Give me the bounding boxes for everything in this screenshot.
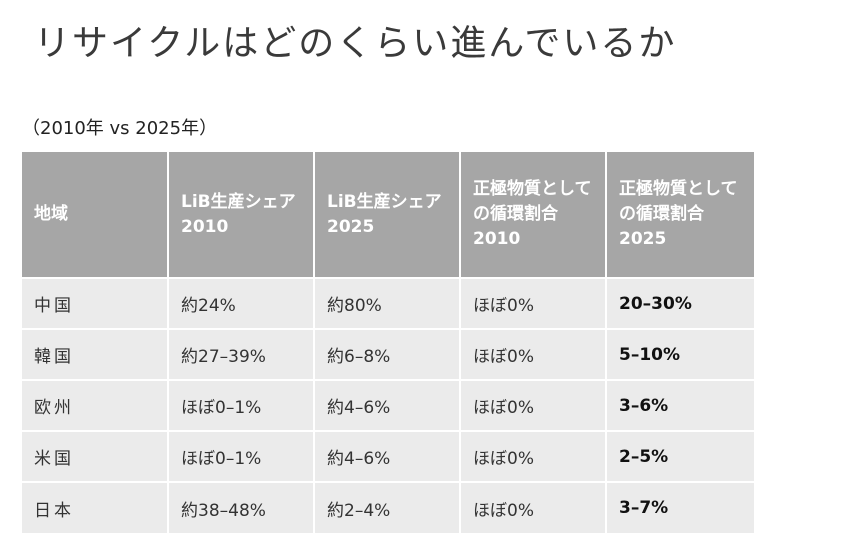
cell-lib-share-2010: 約24% xyxy=(168,277,315,329)
cell-cathode-recycle-2010: ほぼ0% xyxy=(460,481,607,533)
header-cathode-recycle-2010: 正極物質としての循環割合 2010 xyxy=(460,152,607,278)
page-title: リサイクルはどのくらい進んでいるか xyxy=(34,23,677,64)
table-header: 地域 LiB生産シェア 2010 LiB生産シェア 2025 正極物質としての循… xyxy=(22,152,754,278)
cell-cathode-recycle-2010: ほぼ0% xyxy=(460,379,607,431)
cell-region: 欧州 xyxy=(22,379,169,431)
cell-cathode-recycle-2010: ほぼ0% xyxy=(460,430,607,482)
cell-lib-share-2025: 約4–6% xyxy=(314,430,461,482)
cell-lib-share-2010: ほぼ0–1% xyxy=(168,379,315,431)
recycling-table: 地域 LiB生産シェア 2010 LiB生産シェア 2025 正極物質としての循… xyxy=(22,152,754,533)
cell-lib-share-2025: 約6–8% xyxy=(314,328,461,380)
cell-region: 米国 xyxy=(22,430,169,482)
cell-cathode-recycle-2010: ほぼ0% xyxy=(460,277,607,329)
header-region: 地域 xyxy=(22,152,169,278)
cell-region: 中国 xyxy=(22,277,169,329)
header-cathode-recycle-2025: 正極物質としての循環割合 2025 xyxy=(606,152,754,278)
cell-region: 韓国 xyxy=(22,328,169,380)
header-lib-share-2025: LiB生産シェア 2025 xyxy=(314,152,461,278)
table-row: 欧州 ほぼ0–1% 約4–6% ほぼ0% 3–6% xyxy=(22,379,754,431)
cell-lib-share-2025: 約2–4% xyxy=(314,481,461,533)
cell-lib-share-2010: ほぼ0–1% xyxy=(168,430,315,482)
cell-lib-share-2010: 約27–39% xyxy=(168,328,315,380)
cell-lib-share-2025: 約80% xyxy=(314,277,461,329)
table-row: 韓国 約27–39% 約6–8% ほぼ0% 5–10% xyxy=(22,328,754,380)
cell-cathode-recycle-2010: ほぼ0% xyxy=(460,328,607,380)
cell-region: 日本 xyxy=(22,481,169,533)
cell-lib-share-2025: 約4–6% xyxy=(314,379,461,431)
cell-cathode-recycle-2025: 2–5% xyxy=(606,430,754,482)
cell-cathode-recycle-2025: 20–30% xyxy=(606,277,754,329)
table-row: 中国 約24% 約80% ほぼ0% 20–30% xyxy=(22,277,754,329)
table-row: 米国 ほぼ0–1% 約4–6% ほぼ0% 2–5% xyxy=(22,430,754,482)
page-subtitle: （2010年 vs 2025年） xyxy=(22,118,218,139)
cell-cathode-recycle-2025: 5–10% xyxy=(606,328,754,380)
table-row: 日本 約38–48% 約2–4% ほぼ0% 3–7% xyxy=(22,481,754,533)
cell-cathode-recycle-2025: 3–7% xyxy=(606,481,754,533)
header-lib-share-2010: LiB生産シェア 2010 xyxy=(168,152,315,278)
header-row: 地域 LiB生産シェア 2010 LiB生産シェア 2025 正極物質としての循… xyxy=(22,152,754,278)
table-body: 中国 約24% 約80% ほぼ0% 20–30% 韓国 約27–39% 約6–8… xyxy=(22,277,754,533)
cell-cathode-recycle-2025: 3–6% xyxy=(606,379,754,431)
cell-lib-share-2010: 約38–48% xyxy=(168,481,315,533)
